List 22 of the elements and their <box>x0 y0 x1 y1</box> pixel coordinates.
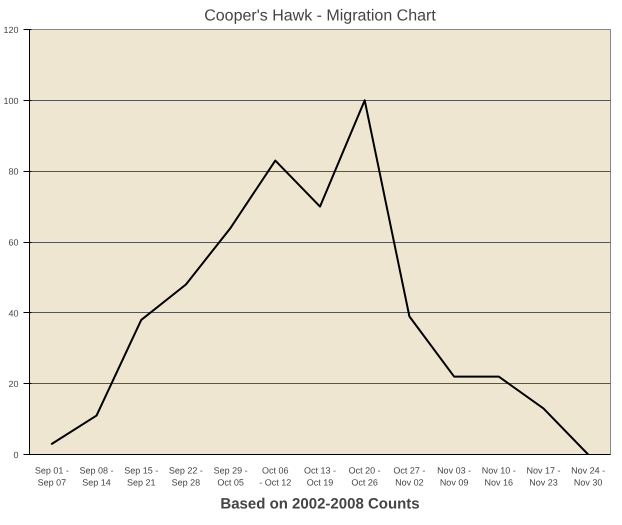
x-tick-label: Nov 24 - Nov 30 <box>571 466 606 488</box>
x-tick-label: Oct 13 - Oct 19 <box>304 466 336 488</box>
x-tick-label: Sep 22 - Sep 28 <box>168 466 203 488</box>
x-tick-label: Sep 29 - Oct 05 <box>214 466 248 488</box>
x-axis-title: Based on 2002-2008 Counts <box>220 496 420 512</box>
x-tick-label: Oct 20 - Oct 26 <box>348 466 381 488</box>
x-tick-label: Oct 27 - Nov 02 <box>393 466 426 488</box>
chart-title: Cooper's Hawk - Migration Chart <box>204 8 436 24</box>
y-tick-label: 0 <box>13 450 19 460</box>
x-tick-label: Sep 15 - Sep 21 <box>124 466 158 488</box>
y-tick-label: 100 <box>3 96 19 106</box>
x-tick-label: Nov 17 - Nov 23 <box>526 466 560 488</box>
x-tick-label: Oct 06 - Oct 12 <box>259 466 292 488</box>
y-tick-label: 120 <box>3 25 19 35</box>
y-tick-label: 60 <box>8 238 19 248</box>
x-tick-label: Nov 10 - Nov 16 <box>482 466 516 488</box>
x-tick-label: Sep 01 - Sep 07 <box>34 466 69 488</box>
y-tick-label: 20 <box>8 379 19 390</box>
y-tick-label: 80 <box>8 166 19 177</box>
y-tick-label: 40 <box>8 308 19 318</box>
x-tick-label: Nov 03 - Nov 09 <box>437 466 472 488</box>
x-tick-label: Sep 08 - Sep 14 <box>80 466 114 488</box>
